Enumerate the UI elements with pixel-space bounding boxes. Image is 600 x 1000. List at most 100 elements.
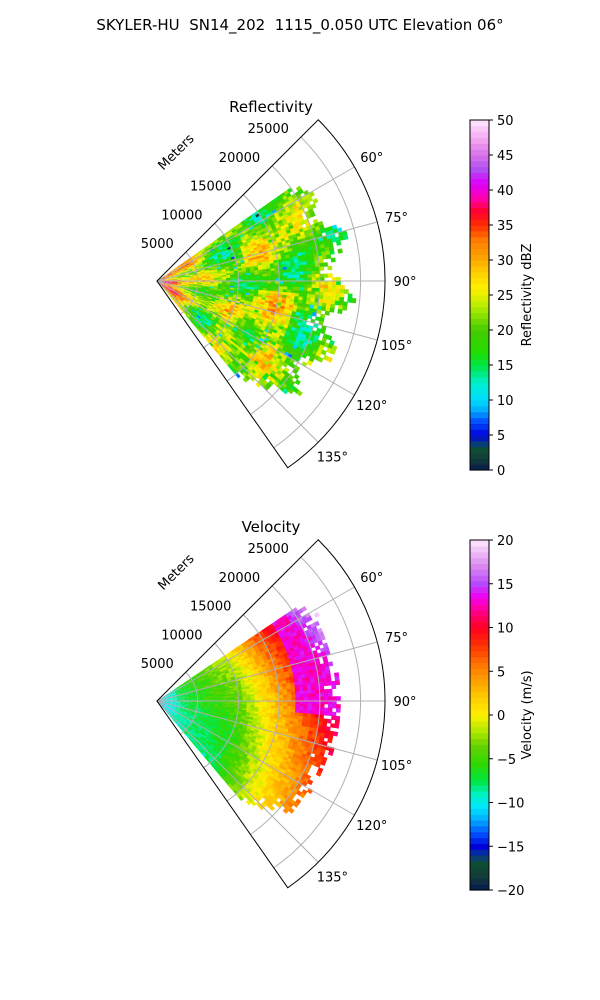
range-tick-label: 5000 xyxy=(141,237,174,252)
colorbar-swatch xyxy=(470,155,489,162)
colorbar-swatch xyxy=(470,680,489,687)
colorbar-tick-label: 5 xyxy=(497,429,505,444)
colorbar-swatch xyxy=(470,201,489,209)
colorbar-swatch xyxy=(470,236,489,244)
colorbar-tick-label: 45 xyxy=(497,149,514,164)
colorbar-swatch xyxy=(470,394,489,401)
colorbar-swatch xyxy=(470,429,489,436)
colorbar-swatch xyxy=(470,802,489,809)
colorbar-swatch xyxy=(470,866,489,874)
colorbar-swatch xyxy=(470,767,489,774)
colorbar-swatch xyxy=(470,172,489,179)
colorbar-swatch xyxy=(470,341,489,349)
colorbar-swatch xyxy=(470,131,489,139)
colorbar-swatch xyxy=(470,312,489,319)
azimuth-tick-label: 135° xyxy=(317,870,348,885)
colorbar-swatch xyxy=(470,306,489,314)
colorbar-tick-label: 10 xyxy=(497,394,514,409)
range-tick-label: 15000 xyxy=(190,180,231,195)
azimuth-tick-label: 60° xyxy=(360,151,383,166)
colorbar-swatch xyxy=(470,365,489,372)
colorbar-swatch xyxy=(470,808,489,815)
colorbar-swatch xyxy=(470,423,489,430)
colorbar-swatch xyxy=(470,411,489,419)
range-tick-label: 20000 xyxy=(219,151,260,166)
colorbar-swatch xyxy=(470,820,489,827)
colorbar-tick-label: −10 xyxy=(497,797,524,812)
colorbar-swatch xyxy=(470,744,489,751)
colorbar-tick-label: 15 xyxy=(497,359,514,374)
range-axis-label: Meters xyxy=(156,131,198,173)
colorbar-swatch xyxy=(470,283,489,290)
colorbar-swatch xyxy=(470,604,489,611)
colorbar-swatch xyxy=(470,639,489,646)
colorbar-swatch xyxy=(470,563,489,570)
range-tick-label: 20000 xyxy=(219,571,260,586)
range-tick-label: 15000 xyxy=(190,600,231,615)
colorbar-swatch xyxy=(470,662,489,669)
colorbar-tick-label: 5 xyxy=(497,665,505,680)
colorbar-swatch xyxy=(470,230,489,238)
colorbar-swatch xyxy=(470,324,489,331)
colorbar-tick-label: 20 xyxy=(497,534,514,549)
colorbar-swatch xyxy=(470,435,489,442)
colorbar-swatch xyxy=(470,726,489,734)
colorbar-swatch xyxy=(470,330,489,337)
colorbar-swatch xyxy=(470,580,489,588)
colorbar-tick-label: 40 xyxy=(497,184,514,199)
colorbar-swatch xyxy=(470,755,489,763)
colorbar-swatch xyxy=(470,621,489,629)
colorbar-swatch xyxy=(470,790,489,798)
colorbar-swatch xyxy=(470,335,489,343)
figure-suptitle: SKYLER-HU SN14_202 1115_0.050 UTC Elevat… xyxy=(96,16,504,34)
colorbar-swatch xyxy=(470,405,489,413)
colorbar-swatch xyxy=(470,125,489,133)
colorbar-swatch xyxy=(470,452,489,459)
colorbar-swatch xyxy=(470,557,489,564)
colorbar-swatch xyxy=(470,761,489,769)
colorbar-swatch xyxy=(470,703,489,710)
velocity-colorbar-scale: −20 −15 −10 −5 0 5 10 15 20 Velocity (m/s) xyxy=(469,534,535,899)
colorbar-swatch xyxy=(470,195,489,203)
reflectivity-colorbar-scale: 0 5 10 15 20 25 30 35 40 45 50 Reflectivity dBZ xyxy=(469,114,535,479)
azimuth-tick-label: 105° xyxy=(381,759,412,774)
colorbar-swatch xyxy=(470,627,489,634)
colorbar-swatch xyxy=(470,160,489,168)
azimuth-tick-label: 75° xyxy=(385,631,408,646)
colorbar-swatch xyxy=(470,271,489,279)
colorbar-swatch xyxy=(470,814,489,821)
colorbar-swatch xyxy=(470,242,489,249)
azimuth-tick-label: 135° xyxy=(317,450,348,465)
range-tick-label: 5000 xyxy=(141,657,174,672)
colorbar-swatch xyxy=(470,715,489,722)
colorbar-swatch xyxy=(470,569,489,576)
velocity-grid xyxy=(156,556,385,869)
colorbar-swatch xyxy=(470,615,489,623)
colorbar-swatch xyxy=(470,598,489,605)
colorbar-swatch xyxy=(470,545,489,553)
colorbar-swatch xyxy=(470,277,489,284)
colorbar-swatch xyxy=(470,359,489,366)
colorbar-swatch xyxy=(470,645,489,652)
reflectivity-colorbar: 0 5 10 15 20 25 30 35 40 45 50 Reflectivity dBZ xyxy=(469,114,535,479)
colorbar-swatch xyxy=(470,225,489,232)
colorbar-swatch xyxy=(470,837,489,844)
colorbar-swatch xyxy=(470,884,489,891)
colorbar-swatch xyxy=(470,878,489,885)
colorbar-swatch xyxy=(470,855,489,862)
colorbar-swatch xyxy=(470,213,489,220)
colorbar-swatch xyxy=(470,295,489,302)
range-tick-label: 10000 xyxy=(161,208,202,223)
colorbar-swatch xyxy=(470,592,489,599)
range-tick-label: 10000 xyxy=(161,628,202,643)
colorbar-label: Reflectivity dBZ xyxy=(520,244,535,347)
colorbar-swatch xyxy=(470,370,489,378)
colorbar-tick-label: −15 xyxy=(497,840,524,855)
colorbar-swatch xyxy=(470,685,489,693)
colorbar-swatch xyxy=(470,178,489,185)
colorbar-tick-label: 0 xyxy=(497,709,505,724)
colorbar-swatch xyxy=(470,464,489,471)
colorbar-swatch xyxy=(470,779,489,786)
colorbar-swatch xyxy=(470,207,489,214)
range-axis-label: Meters xyxy=(156,551,198,593)
